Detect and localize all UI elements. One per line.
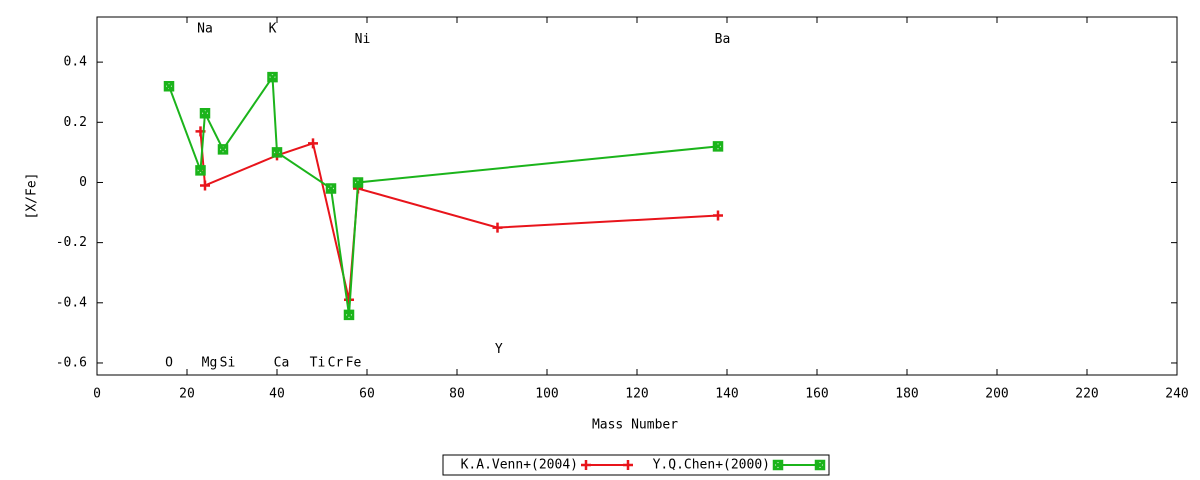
point [163,80,175,92]
x-tick-label: 160 [805,387,828,402]
y-tick-label: 0 [79,175,87,190]
annotation: Y [495,342,503,357]
x-tick-label: 0 [93,387,101,402]
annotation: Ca [274,355,290,370]
point [271,147,283,158]
y-tick-label: -0.6 [56,355,87,370]
series-line [168,74,719,315]
annotation: Cr [328,355,344,370]
annotation: Ba [715,32,731,47]
x-tick-label: 180 [895,387,918,402]
point [195,165,206,176]
point [492,222,503,233]
x-tick-label: 20 [179,387,195,402]
x-tick-label: 240 [1165,387,1188,402]
legend-label: Y.Q.Chen+(2000) [653,458,770,473]
annotation: Fe [346,355,362,370]
x-tick-label: 60 [359,387,375,402]
point [267,71,278,83]
point [217,144,229,155]
y-axis-label: [X/Fe] [25,173,40,220]
x-tick-label: 200 [985,387,1008,402]
annotation: O [165,355,173,370]
point [343,309,355,321]
x-axis-label: Mass Number [592,418,678,433]
x-tick-label: 140 [715,387,738,402]
x-tick-label: 220 [1075,387,1098,402]
x-tick-label: 100 [535,387,558,402]
legend-label: K.A.Venn+(2004) [461,458,578,473]
plot-border [96,16,1178,376]
legend-marker [623,460,633,470]
annotation: K [269,22,277,37]
annotation: Na [197,22,213,37]
x-tick-label: 80 [449,387,465,402]
legend-marker [772,459,784,471]
point [712,141,724,152]
y-tick-label: -0.2 [56,235,87,250]
y-tick-label: -0.4 [56,295,87,310]
legend-box [442,454,830,476]
point [325,183,337,194]
annotation: Si [220,355,236,370]
point [713,210,723,221]
legend-marker [814,459,826,471]
annotation: Ni [355,32,371,47]
point [200,180,210,191]
point [199,108,211,119]
series-line [199,131,719,301]
legend-marker [581,460,591,470]
point [308,138,318,149]
x-tick-label: 120 [625,387,648,402]
y-tick-label: 0.2 [64,115,87,130]
annotation: Mg [202,355,218,370]
y-tick-label: 0.4 [64,55,88,70]
x-tick-label: 40 [269,387,285,402]
point [352,177,364,188]
annotation: Ti [310,355,326,370]
